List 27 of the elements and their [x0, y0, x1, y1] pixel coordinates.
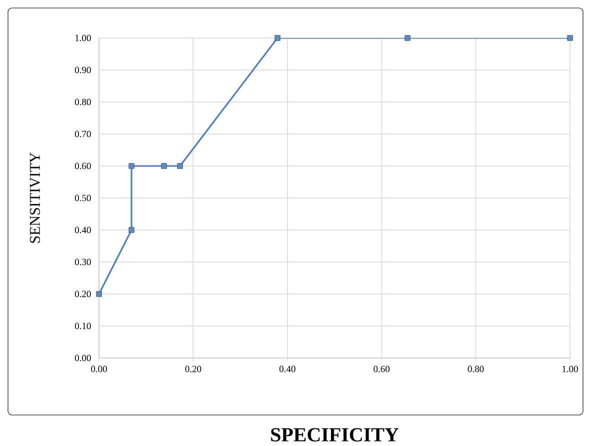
y-tick-label: 0.70 — [74, 130, 91, 138]
x-tick-label: 0.00 — [91, 366, 107, 372]
y-tick-label: 0.20 — [74, 290, 91, 298]
point — [128, 227, 134, 233]
y-tick-label: 0.40 — [74, 226, 91, 234]
point — [274, 35, 280, 41]
y-axis-title: SENSITIVITY — [30, 152, 40, 243]
point — [177, 163, 183, 169]
y-tick-label: 0.10 — [74, 322, 91, 330]
y-tick-label: 0.00 — [74, 354, 91, 362]
y-tick-label: 0.80 — [74, 98, 91, 106]
y-tick-label: 0.50 — [74, 194, 91, 202]
x-tick-label: 1.00 — [562, 366, 578, 372]
x-tick-label: 0.20 — [185, 366, 202, 372]
x-tick-label: 0.60 — [374, 366, 390, 372]
point — [567, 35, 573, 41]
point — [128, 163, 134, 169]
x-tick-label: 0.80 — [468, 366, 484, 372]
y-tick-label: 0.90 — [74, 66, 91, 74]
y-tick-label: 0.60 — [74, 162, 91, 170]
x-axis-title: SPECIFICITY — [271, 428, 399, 442]
point — [404, 35, 410, 41]
y-tick-label: 1.00 — [75, 34, 91, 42]
point — [96, 291, 102, 297]
y-tick-label: 0.30 — [74, 258, 91, 266]
x-tick-label: 0.40 — [279, 366, 296, 372]
point — [161, 163, 167, 169]
